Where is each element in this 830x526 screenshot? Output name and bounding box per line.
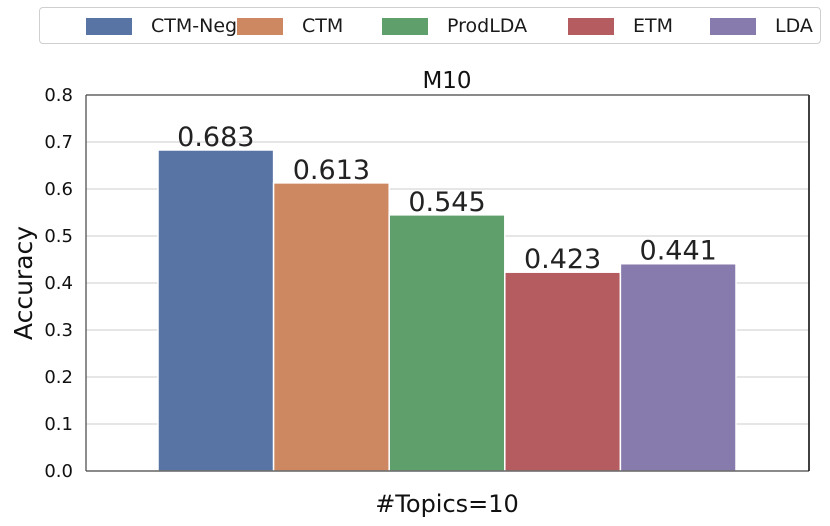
bar-prodlda — [388, 214, 506, 472]
legend-label-prodlda: ProdLDA — [447, 15, 528, 37]
legend-item-lda: LDA — [710, 15, 813, 37]
y-tick-labels: 0.0 0.1 0.2 0.3 0.4 0.5 0.6 0.7 0.8 — [44, 85, 73, 482]
y-tick-label: 0.7 — [44, 132, 73, 153]
legend-label-ctm-neg: CTM-Neg — [151, 15, 238, 37]
legend-swatch-prodlda — [382, 17, 428, 35]
legend-item-prodlda: ProdLDA — [382, 15, 528, 37]
y-tick-label: 0.8 — [44, 85, 73, 106]
legend-label-etm: ETM — [633, 15, 674, 37]
legend-item-ctm-neg: CTM-Neg — [86, 15, 238, 37]
y-tick-label: 0.0 — [44, 461, 73, 482]
chart-title: M10 — [422, 68, 471, 94]
y-axis-label: Accuracy — [9, 226, 38, 340]
y-tick-label: 0.5 — [44, 226, 73, 247]
bar-value-label: 0.545 — [408, 187, 485, 218]
bar-etm — [504, 271, 622, 472]
legend: CTM-Neg CTM ProdLDA ETM LDA — [39, 7, 821, 44]
legend-item-ctm: CTM — [237, 15, 344, 37]
y-tick-label: 0.4 — [44, 273, 73, 294]
x-axis-label: #Topics=10 — [375, 490, 519, 518]
bars — [157, 149, 737, 472]
legend-label-lda: LDA — [775, 15, 813, 37]
bar-ctm-neg — [157, 149, 275, 472]
bar-value-labels: 0.683 0.613 0.545 0.423 0.441 — [177, 122, 717, 275]
legend-label-ctm: CTM — [302, 15, 344, 37]
legend-item-etm: ETM — [568, 15, 674, 37]
bar-ctm — [272, 182, 390, 472]
y-tick-label: 0.1 — [44, 414, 73, 435]
bar-value-label: 0.441 — [640, 236, 717, 267]
bar-value-label: 0.683 — [177, 122, 254, 153]
y-tick-label: 0.3 — [44, 320, 73, 341]
legend-swatch-etm — [568, 17, 614, 35]
y-tick-label: 0.2 — [44, 367, 73, 388]
legend-swatch-ctm — [237, 17, 283, 35]
bar-lda — [619, 262, 737, 472]
bar-value-label: 0.423 — [524, 244, 601, 275]
legend-swatch-lda — [710, 17, 756, 35]
bar-value-label: 0.613 — [293, 155, 370, 186]
legend-swatch-ctm-neg — [86, 17, 132, 35]
y-tick-label: 0.6 — [44, 179, 73, 200]
